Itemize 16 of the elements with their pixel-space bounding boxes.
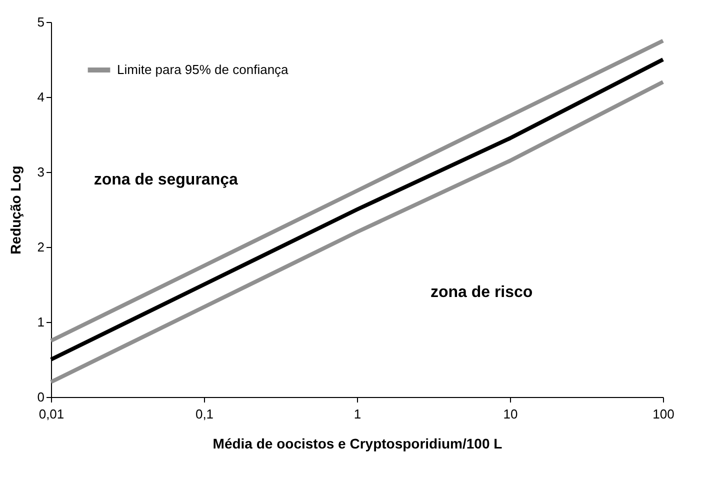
annotation: zona de risco xyxy=(430,284,533,301)
x-tick-label: 100 xyxy=(652,406,674,422)
x-tick-label: 1 xyxy=(354,406,362,422)
x-tick-label: 10 xyxy=(503,406,518,422)
y-tick-label: 5 xyxy=(37,14,44,30)
x-tick-label: 0,01 xyxy=(38,406,64,422)
y-axis-title: Redução Log xyxy=(7,166,24,254)
y-tick-label: 3 xyxy=(37,164,44,180)
y-tick-label: 4 xyxy=(37,90,44,104)
y-tick-label: 0 xyxy=(37,390,44,404)
y-tick-label: 2 xyxy=(37,240,44,254)
x-axis-title: Média de oocistos e Cryptosporidium/100 L xyxy=(212,436,503,452)
x-tick-label: 0,1 xyxy=(195,406,214,422)
annotation: zona de segurança xyxy=(94,172,238,188)
y-tick-label: 1 xyxy=(37,314,44,330)
legend-label: Limite para 95% de confiança xyxy=(117,62,290,77)
